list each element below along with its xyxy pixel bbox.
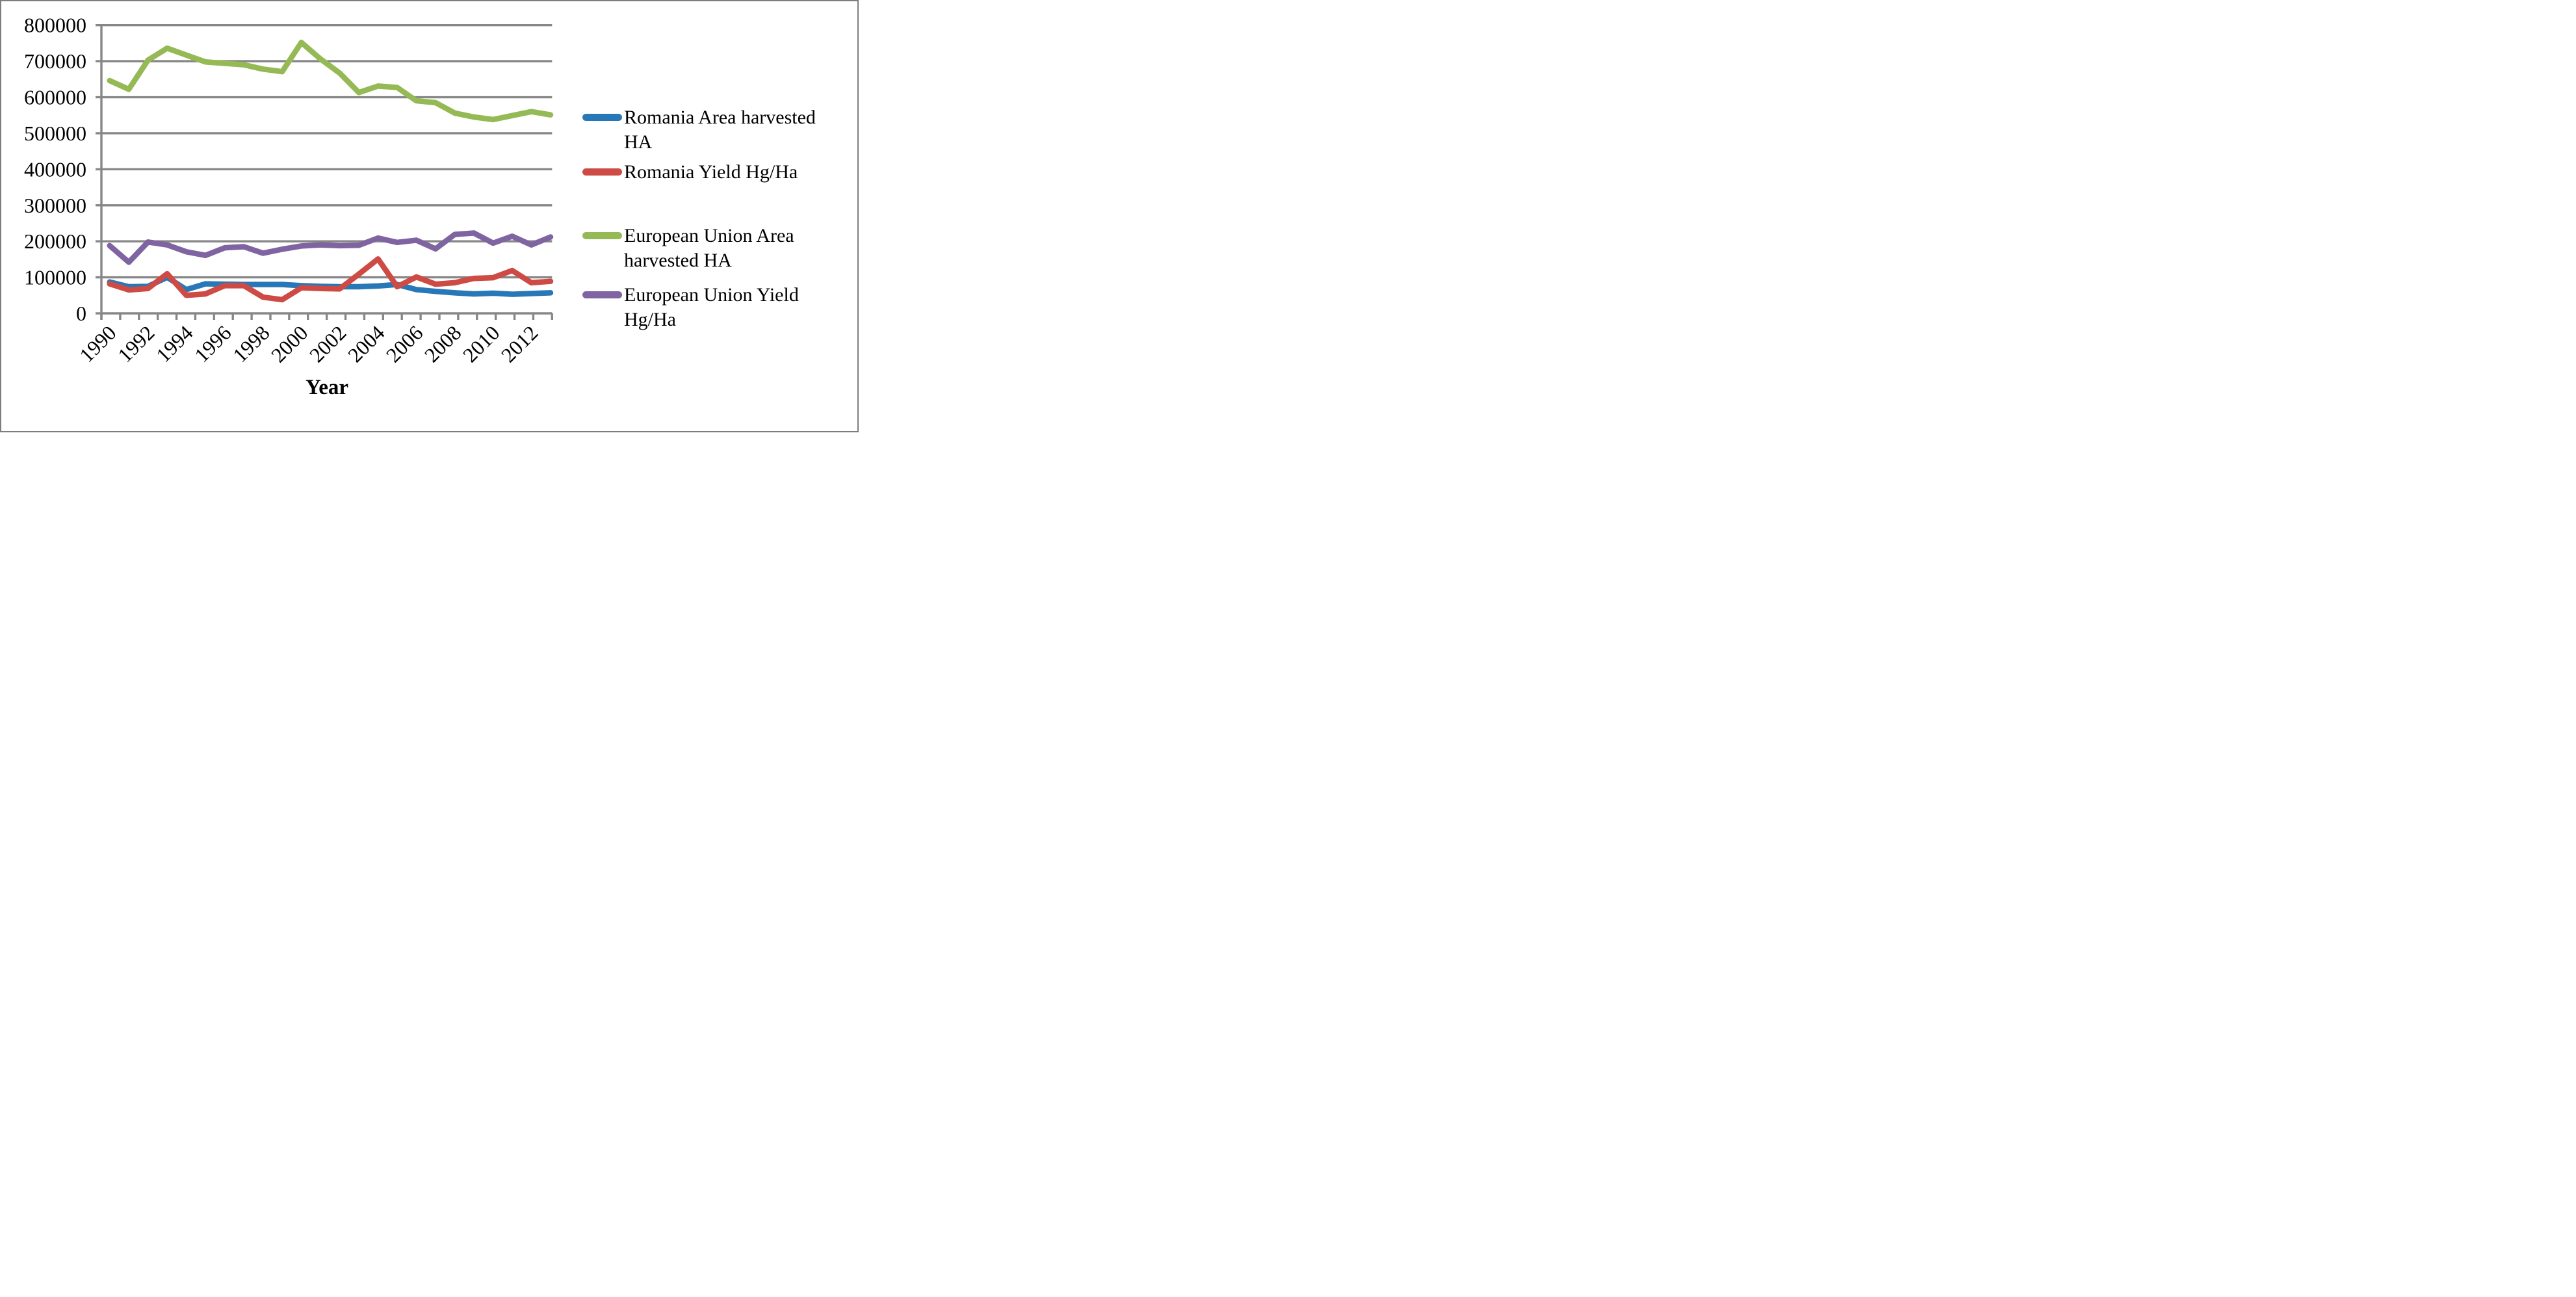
legend-swatch-eu-area [582,232,622,239]
x-axis-title: Year [306,376,348,399]
x-tick-label: 1998 [228,321,274,367]
series-line-european-union-yield-hg-ha [107,230,554,265]
legend-item-romania-area: Romania Area harvested HA [624,105,857,155]
y-tick-label: 700000 [24,49,86,73]
legend-label-line: European Union Yield [624,284,799,306]
y-tick-label: 800000 [24,14,86,37]
x-tick-label: 2004 [343,321,389,367]
x-tick-label: 2000 [267,321,313,367]
y-tick-label: 500000 [24,122,86,145]
legend-label-line: Hg/Ha [624,309,676,330]
legend-item-eu-area: European Union Area harvested HA [624,224,857,273]
series-line-romania-yield-hg-ha [107,256,554,303]
legend-item-romania-yield: Romania Yield Hg/Ha [624,160,857,185]
legend-label-line: Romania Area harvested [624,107,816,128]
y-tick-label: 0 [76,302,86,325]
x-tick-label: 1990 [75,321,121,367]
legend-swatch-romania-yield [582,168,622,176]
x-tick-label: 2010 [458,321,504,367]
x-tick-label: 1996 [190,321,236,367]
y-tick-label: 200000 [24,229,86,253]
legend-item-eu-yield: European Union Yield Hg/Ha [624,283,857,332]
x-tick-label: 1994 [151,321,198,367]
legend-label-line: Romania Yield Hg/Ha [624,161,798,183]
y-tick-label: 400000 [24,157,86,181]
legend-label-line: HA [624,131,653,153]
x-tick-label: 1992 [113,321,159,367]
legend-swatch-romania-area [582,114,622,121]
legend-swatch-eu-yield [582,291,622,298]
chart-frame: 0 100000 200000 300000 400000 500000 600000 700… [0,0,859,432]
x-tick-label: 2006 [382,321,428,367]
y-tick-label: 300000 [24,194,86,217]
legend-label-line: harvested HA [624,250,732,271]
y-tick-label: 600000 [24,86,86,109]
x-tick-label: 2008 [420,321,466,367]
x-tick-label: 2012 [497,321,543,367]
y-tick-label: 100000 [24,266,86,289]
x-tick-label: 2002 [305,321,351,367]
series-line-european-union-area-harvested-ha [107,40,554,123]
legend-label-line: European Union Area [624,225,794,246]
line-chart: 0 100000 200000 300000 400000 500000 600000 700… [24,14,554,367]
